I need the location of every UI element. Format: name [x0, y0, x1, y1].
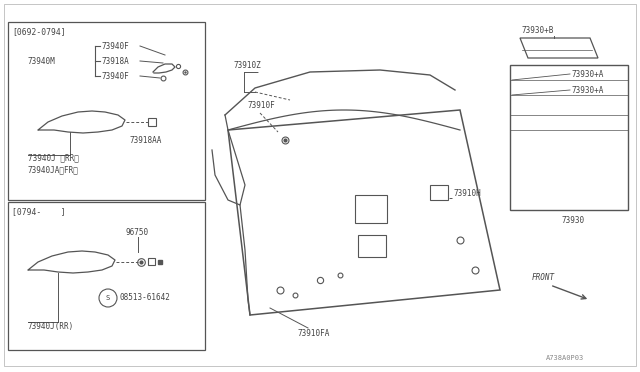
Text: 73940M: 73940M	[28, 57, 56, 65]
Text: 73940F: 73940F	[101, 42, 129, 51]
Bar	[8, 202, 205, 350]
Text: 73910FA: 73910FA	[297, 328, 330, 337]
Text: 96750: 96750	[125, 228, 148, 237]
Text: 73918A: 73918A	[101, 57, 129, 65]
Bar	[8, 22, 205, 200]
Text: FRONT: FRONT	[532, 273, 555, 282]
Text: 73930+A: 73930+A	[572, 86, 604, 94]
Bar	[430, 185, 448, 200]
Text: 08513-61642: 08513-61642	[119, 294, 170, 302]
Text: 73940F: 73940F	[101, 71, 129, 80]
Text: 73940J 〈RR〉: 73940J 〈RR〉	[28, 154, 79, 163]
Text: 73910F: 73910F	[248, 100, 276, 109]
Text: 73930: 73930	[562, 215, 585, 224]
Text: S: S	[106, 295, 110, 301]
Bar	[355, 195, 387, 223]
Text: [0692-0794]: [0692-0794]	[12, 28, 66, 36]
Bar	[148, 258, 155, 265]
Text: 73930+B: 73930+B	[522, 26, 554, 35]
Bar	[358, 235, 386, 257]
Text: 73918AA: 73918AA	[130, 135, 163, 144]
Text: 73910Z: 73910Z	[233, 61, 260, 70]
Text: 73940JA〈FR〉: 73940JA〈FR〉	[28, 166, 79, 174]
Bar	[148, 118, 156, 126]
Text: A738A0P03: A738A0P03	[546, 355, 584, 361]
Text: [0794-    ]: [0794- ]	[12, 208, 66, 217]
Text: 73930+A: 73930+A	[572, 70, 604, 78]
Text: 73910H: 73910H	[453, 189, 481, 198]
Text: 73940J(RR): 73940J(RR)	[28, 321, 74, 330]
